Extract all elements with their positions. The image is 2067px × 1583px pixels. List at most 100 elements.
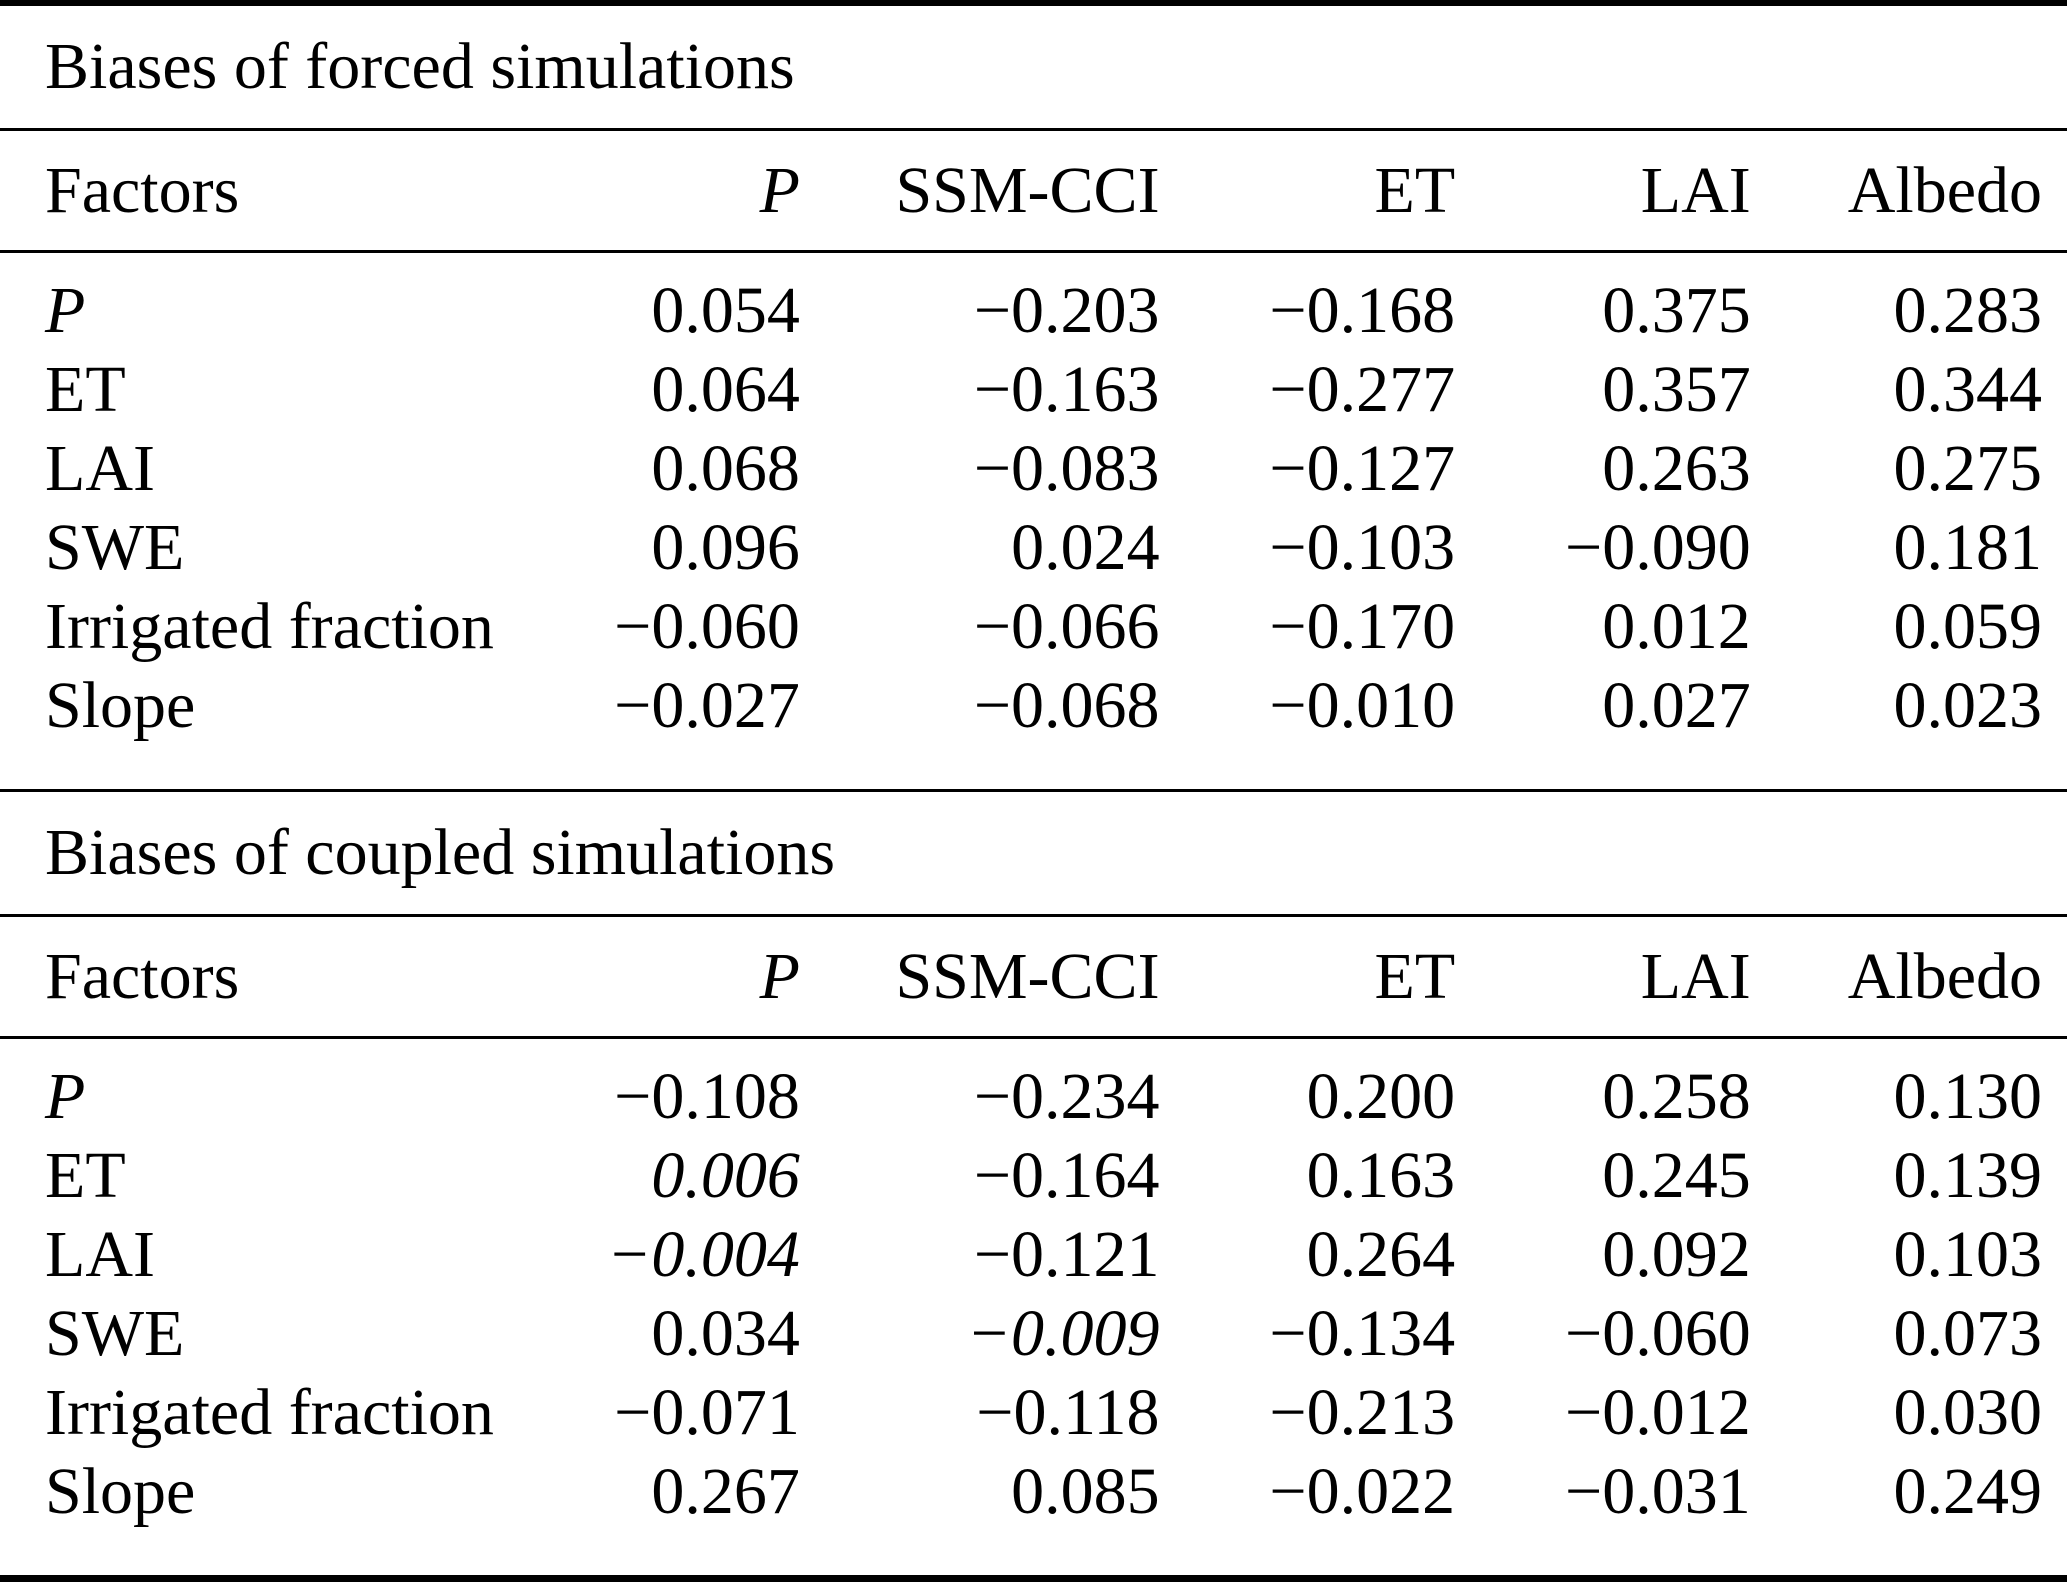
row-label: ET <box>45 352 126 426</box>
column-header-ssm-cci: SSM-CCI <box>799 131 1160 253</box>
bottom-border-rule <box>0 1575 2067 1582</box>
forced-header-row: Factors P SSM-CCI ET LAI Albedo <box>0 131 2067 253</box>
table-row: SWE 0.034 −0.009 −0.134 −0.060 0.073 <box>0 1294 2067 1373</box>
row-label: P <box>45 273 86 347</box>
cell: −0.170 <box>1269 589 1456 663</box>
cell: −0.134 <box>1269 1296 1456 1370</box>
cell: −0.164 <box>973 1138 1160 1212</box>
cell: −0.068 <box>973 668 1160 742</box>
table-row: LAI 0.068 −0.083 −0.127 0.263 0.275 <box>0 429 2067 508</box>
cell: 0.275 <box>1893 431 2043 505</box>
table-row: ET 0.064 −0.163 −0.277 0.357 0.344 <box>0 350 2067 429</box>
table-row: Slope 0.267 0.085 −0.022 −0.031 0.249 <box>0 1452 2067 1575</box>
column-header-factors: Factors <box>0 131 521 253</box>
forced-title-rule <box>0 128 2067 131</box>
cell: 0.064 <box>651 352 800 426</box>
cell: 0.027 <box>1602 668 1751 742</box>
cell: −0.090 <box>1564 510 1751 584</box>
column-header-p: P <box>520 131 800 253</box>
coupled-table-title: Biases of coupled simulations <box>45 816 836 889</box>
cell: −0.277 <box>1269 352 1456 426</box>
cell: 0.059 <box>1893 589 2043 663</box>
table-row: ET 0.006 −0.164 0.163 0.245 0.139 <box>0 1136 2067 1215</box>
cell: −0.127 <box>1269 431 1456 505</box>
forced-table-title: Biases of forced simulations <box>45 30 795 103</box>
cell: −0.203 <box>973 273 1160 347</box>
cell: 0.085 <box>1011 1454 1160 1528</box>
column-header-et: ET <box>1159 917 1456 1039</box>
cell: −0.022 <box>1269 1454 1456 1528</box>
panel-divider-rule <box>0 789 2067 792</box>
table-row: LAI −0.004 −0.121 0.264 0.092 0.103 <box>0 1215 2067 1294</box>
cell: −0.108 <box>614 1059 800 1133</box>
cell: 0.006 <box>651 1138 800 1212</box>
cell: 0.357 <box>1602 352 1751 426</box>
column-header-albedo: Albedo <box>1750 917 2067 1039</box>
cell: 0.073 <box>1893 1296 2043 1370</box>
cell: 0.267 <box>651 1454 800 1528</box>
cell: −0.012 <box>1564 1375 1751 1449</box>
cell: −0.066 <box>973 589 1160 663</box>
cell: 0.130 <box>1893 1059 2043 1133</box>
table-row: P 0.054 −0.203 −0.168 0.375 0.283 <box>0 252 2067 351</box>
cell: 0.139 <box>1893 1138 2043 1212</box>
cell: −0.010 <box>1269 668 1456 742</box>
row-label: Slope <box>45 1454 196 1528</box>
cell: −0.060 <box>1564 1296 1751 1370</box>
cell: 0.103 <box>1893 1217 2043 1291</box>
cell: 0.163 <box>1306 1138 1456 1212</box>
cell: 0.030 <box>1893 1375 2043 1449</box>
row-label: Irrigated fraction <box>45 589 494 663</box>
row-label: SWE <box>45 510 185 584</box>
cell: 0.034 <box>651 1296 800 1370</box>
row-label: ET <box>45 1138 126 1212</box>
column-header-p: P <box>520 917 800 1039</box>
cell: 0.054 <box>651 273 800 347</box>
column-header-et: ET <box>1159 131 1456 253</box>
coupled-header-row: Factors P SSM-CCI ET LAI Albedo <box>0 917 2067 1039</box>
cell: 0.092 <box>1602 1217 1751 1291</box>
table-row: Slope −0.027 −0.068 −0.010 0.027 0.023 <box>0 666 2067 789</box>
cell: 0.012 <box>1602 589 1751 663</box>
cell: −0.121 <box>973 1217 1160 1291</box>
cell: −0.060 <box>614 589 800 663</box>
cell: −0.004 <box>606 1217 800 1291</box>
cell: 0.096 <box>651 510 800 584</box>
cell: −0.118 <box>976 1375 1160 1449</box>
cell: 0.375 <box>1602 273 1751 347</box>
cell: 0.344 <box>1893 352 2043 426</box>
cell: −0.163 <box>973 352 1160 426</box>
table-row: Irrigated fraction −0.060 −0.066 −0.170 … <box>0 587 2067 666</box>
top-border-rule <box>0 0 2067 6</box>
column-header-factors: Factors <box>0 917 521 1039</box>
cell: 0.283 <box>1893 273 2043 347</box>
cell: −0.009 <box>966 1296 1160 1370</box>
coupled-biases-table: Factors P SSM-CCI ET LAI Albedo P −0.108… <box>0 917 2067 1575</box>
cell: 0.068 <box>651 431 800 505</box>
cell: 0.181 <box>1893 510 2043 584</box>
forced-biases-table: Factors P SSM-CCI ET LAI Albedo P 0.054 … <box>0 131 2067 789</box>
row-label: LAI <box>45 431 155 505</box>
column-header-lai: LAI <box>1455 917 1751 1039</box>
cell: 0.258 <box>1602 1059 1751 1133</box>
table-row: P −0.108 −0.234 0.200 0.258 0.130 <box>0 1038 2067 1137</box>
row-label: SWE <box>45 1296 185 1370</box>
column-header-albedo: Albedo <box>1750 131 2067 253</box>
cell: 0.263 <box>1602 431 1751 505</box>
table-row: SWE 0.096 0.024 −0.103 −0.090 0.181 <box>0 508 2067 587</box>
cell: 0.245 <box>1602 1138 1751 1212</box>
coupled-biases-panel: Biases of coupled simulations Factors P … <box>0 792 2067 1575</box>
cell: 0.264 <box>1306 1217 1456 1291</box>
row-label: P <box>45 1059 86 1133</box>
cell: −0.083 <box>973 431 1160 505</box>
cell: −0.168 <box>1269 273 1456 347</box>
cell: −0.234 <box>973 1059 1160 1133</box>
forced-biases-panel: Biases of forced simulations Factors P S… <box>0 6 2067 789</box>
column-header-ssm-cci: SSM-CCI <box>799 917 1160 1039</box>
table-row: Irrigated fraction −0.071 −0.118 −0.213 … <box>0 1373 2067 1452</box>
coupled-title-rule <box>0 914 2067 917</box>
cell: −0.027 <box>614 668 800 742</box>
cell: 0.200 <box>1306 1059 1456 1133</box>
cell: −0.213 <box>1269 1375 1456 1449</box>
